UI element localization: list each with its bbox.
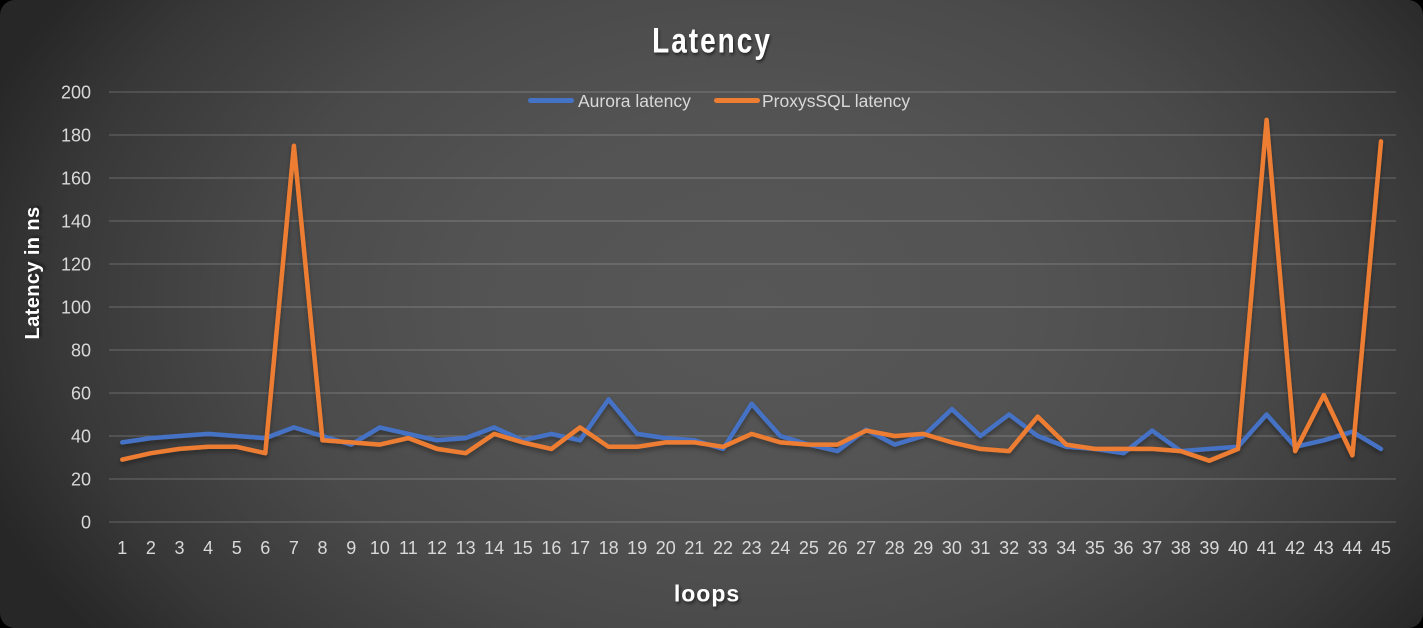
svg-text:1: 1 — [117, 538, 127, 558]
svg-text:17: 17 — [570, 538, 590, 558]
svg-text:22: 22 — [713, 538, 733, 558]
svg-text:Latency: Latency — [652, 20, 772, 60]
svg-text:16: 16 — [541, 538, 561, 558]
svg-text:11: 11 — [399, 538, 418, 558]
svg-text:ProxysSQL latency: ProxysSQL latency — [762, 91, 910, 111]
svg-text:3: 3 — [174, 538, 184, 558]
svg-text:27: 27 — [856, 538, 876, 558]
svg-text:24: 24 — [770, 538, 790, 558]
svg-text:6: 6 — [260, 538, 270, 558]
svg-text:80: 80 — [71, 341, 91, 361]
svg-text:44: 44 — [1342, 538, 1362, 558]
svg-text:42: 42 — [1285, 538, 1305, 558]
svg-text:13: 13 — [456, 538, 476, 558]
svg-text:21: 21 — [684, 538, 704, 558]
svg-text:20: 20 — [656, 538, 676, 558]
svg-text:60: 60 — [71, 384, 91, 404]
svg-text:33: 33 — [1028, 538, 1048, 558]
svg-text:40: 40 — [71, 427, 91, 447]
svg-text:34: 34 — [1056, 538, 1076, 558]
svg-text:7: 7 — [289, 538, 299, 558]
svg-text:28: 28 — [885, 538, 905, 558]
svg-text:32: 32 — [999, 538, 1019, 558]
svg-text:36: 36 — [1113, 538, 1133, 558]
svg-text:Latency in ns: Latency in ns — [22, 206, 44, 339]
svg-text:40: 40 — [1228, 538, 1248, 558]
svg-text:140: 140 — [61, 212, 91, 232]
svg-text:14: 14 — [484, 538, 504, 558]
svg-text:31: 31 — [970, 538, 990, 558]
svg-text:25: 25 — [799, 538, 819, 558]
svg-text:26: 26 — [827, 538, 847, 558]
svg-text:10: 10 — [370, 538, 390, 558]
svg-text:160: 160 — [61, 169, 91, 189]
svg-text:5: 5 — [232, 538, 242, 558]
svg-text:9: 9 — [346, 538, 356, 558]
svg-text:43: 43 — [1314, 538, 1334, 558]
svg-text:30: 30 — [942, 538, 962, 558]
svg-text:12: 12 — [427, 538, 447, 558]
svg-text:41: 41 — [1257, 538, 1277, 558]
svg-text:8: 8 — [317, 538, 327, 558]
svg-text:180: 180 — [61, 126, 91, 146]
svg-text:0: 0 — [81, 513, 91, 533]
svg-text:18: 18 — [599, 538, 619, 558]
svg-text:23: 23 — [742, 538, 762, 558]
svg-text:100: 100 — [61, 298, 91, 318]
svg-text:39: 39 — [1199, 538, 1219, 558]
svg-text:2: 2 — [146, 538, 156, 558]
svg-text:Aurora latency: Aurora latency — [578, 91, 691, 111]
svg-text:20: 20 — [71, 470, 91, 490]
svg-text:45: 45 — [1371, 538, 1391, 558]
svg-text:37: 37 — [1142, 538, 1162, 558]
svg-text:4: 4 — [203, 538, 213, 558]
svg-text:38: 38 — [1171, 538, 1191, 558]
svg-text:loops: loops — [674, 581, 740, 607]
svg-text:29: 29 — [913, 538, 933, 558]
svg-text:35: 35 — [1085, 538, 1105, 558]
svg-text:15: 15 — [513, 538, 533, 558]
svg-text:19: 19 — [627, 538, 647, 558]
svg-text:120: 120 — [61, 255, 91, 275]
svg-text:200: 200 — [61, 83, 91, 103]
